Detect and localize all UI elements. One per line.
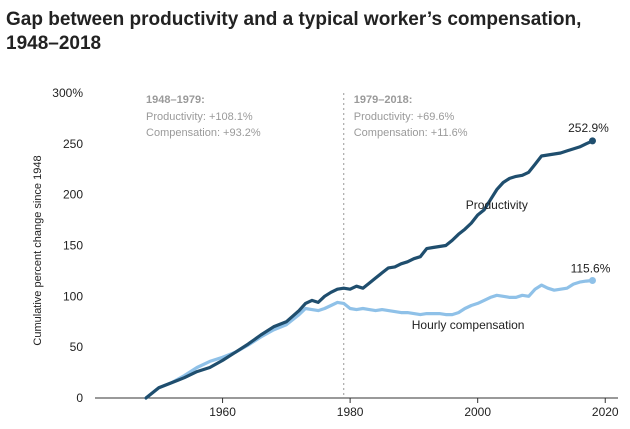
annotation-line: Productivity: +108.1% [146,111,253,123]
y-tick-label: 250 [63,137,83,151]
end-label-productivity: 252.9% [568,121,609,135]
axes-layer: 0 50 100 150 200 250 300% 1960 1980 2000 2020 Cumul… [32,86,619,419]
x-tick-label: 1980 [337,405,364,419]
annotations-layer: 1948–1979: Productivity: +108.1% Compensat… [146,93,468,398]
series-label-compensation: Hourly compensation [412,318,525,332]
y-tick-label: 0 [76,391,83,405]
x-tick-label: 2000 [464,405,491,419]
series-layer [144,137,596,400]
series-end-point [588,276,596,284]
chart-title: Gap between productivity and a typical w… [6,9,582,54]
annotation-line: Compensation: +93.2% [146,127,261,139]
y-axis-title: Cumulative percent change since 1948 [32,155,44,345]
y-tick-label: 100 [63,289,83,303]
x-tick-label: 1960 [209,405,236,419]
annotation-line: Compensation: +11.6% [354,127,468,139]
annotation-heading: 1979–2018: [354,94,413,106]
annotation-heading: 1948–1979: [146,94,205,106]
y-tick-label: 200 [63,188,83,202]
labels-layer: Productivity Hourly compensation 252.9% 115… [412,121,611,332]
annotation-line: Productivity: +69.6% [354,111,455,123]
end-label-compensation: 115.6% [571,261,611,275]
x-tick-label: 2020 [592,405,619,419]
series-line-compensation [144,278,595,400]
y-tick-label: 50 [70,340,84,354]
series-end-point [588,137,596,145]
series-label-productivity: Productivity [466,198,528,212]
y-tick-label: 150 [63,239,83,253]
series-line-productivity [144,139,595,400]
y-tick-label: 300% [52,86,83,100]
